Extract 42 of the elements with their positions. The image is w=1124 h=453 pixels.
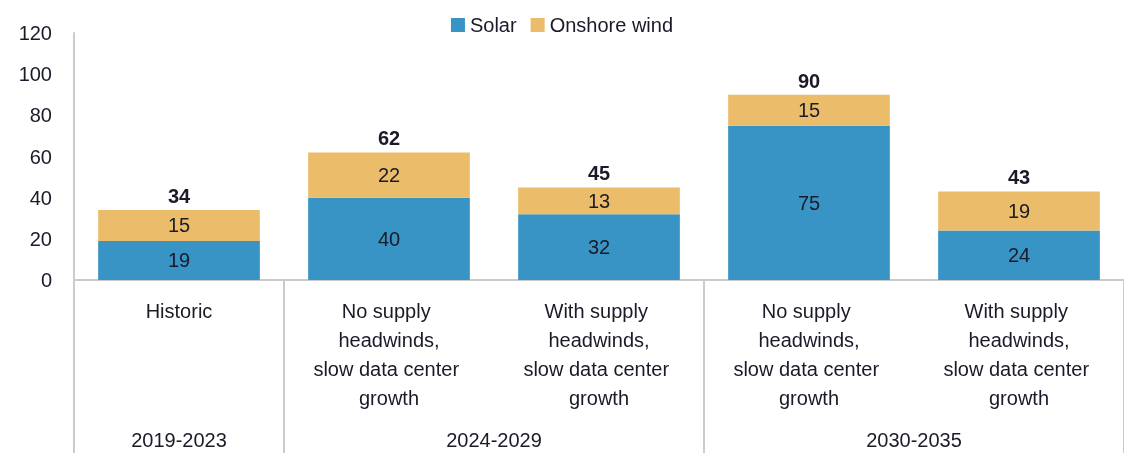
legend-label: Onshore wind	[549, 14, 674, 36]
text: 2030-2035	[866, 429, 962, 451]
bar	[518, 214, 680, 280]
data-label: 40	[377, 227, 401, 250]
bar	[938, 191, 1100, 231]
data-label: 19	[167, 249, 191, 272]
data-label: 75	[797, 191, 821, 214]
bar	[938, 230, 1100, 280]
total-label: 34	[167, 185, 191, 208]
data-label: 32	[587, 236, 611, 259]
data-label: 24	[1007, 244, 1031, 267]
total-label: 90	[797, 69, 821, 92]
x-tick-label: No supply headwinds, slow data center growth	[313, 299, 465, 409]
data-label: 15	[167, 214, 191, 237]
data-label: 13	[587, 189, 611, 212]
data-label: 15	[797, 99, 821, 122]
bar	[98, 240, 260, 280]
x-tick-label: Historic	[145, 299, 213, 322]
bar	[728, 94, 890, 126]
data-label: 22	[377, 164, 401, 187]
y-tick-label: 40	[29, 186, 52, 209]
total-label: 45	[587, 162, 611, 185]
y-tick-label: 120	[18, 22, 52, 44]
total-label: 62	[377, 127, 401, 150]
bar	[728, 125, 890, 280]
y-tick-label: 20	[29, 227, 52, 250]
x-tick-label: With supply headwinds, slow data center growth	[943, 299, 1095, 409]
y-tick-label: 100	[18, 63, 52, 86]
bar	[308, 152, 470, 198]
x-tick-label: With supply headwinds, slow data center growth	[523, 299, 675, 409]
data-label: 19	[1007, 200, 1031, 223]
text: 2024-2029	[446, 429, 542, 451]
text: 2019-2023	[131, 429, 227, 451]
y-tick-label: 60	[29, 145, 52, 168]
bar	[518, 187, 680, 215]
y-tick-label: 0	[40, 269, 52, 291]
total-label: 43	[1007, 166, 1031, 189]
y-tick-label: 80	[29, 104, 52, 127]
bar	[98, 210, 260, 241]
legend-label: Solar	[469, 14, 517, 36]
x-tick-label: No supply headwinds, slow data center growth	[733, 299, 885, 409]
bar	[308, 197, 470, 280]
